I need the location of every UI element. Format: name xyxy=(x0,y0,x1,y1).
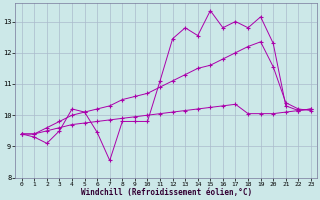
X-axis label: Windchill (Refroidissement éolien,°C): Windchill (Refroidissement éolien,°C) xyxy=(81,188,252,197)
